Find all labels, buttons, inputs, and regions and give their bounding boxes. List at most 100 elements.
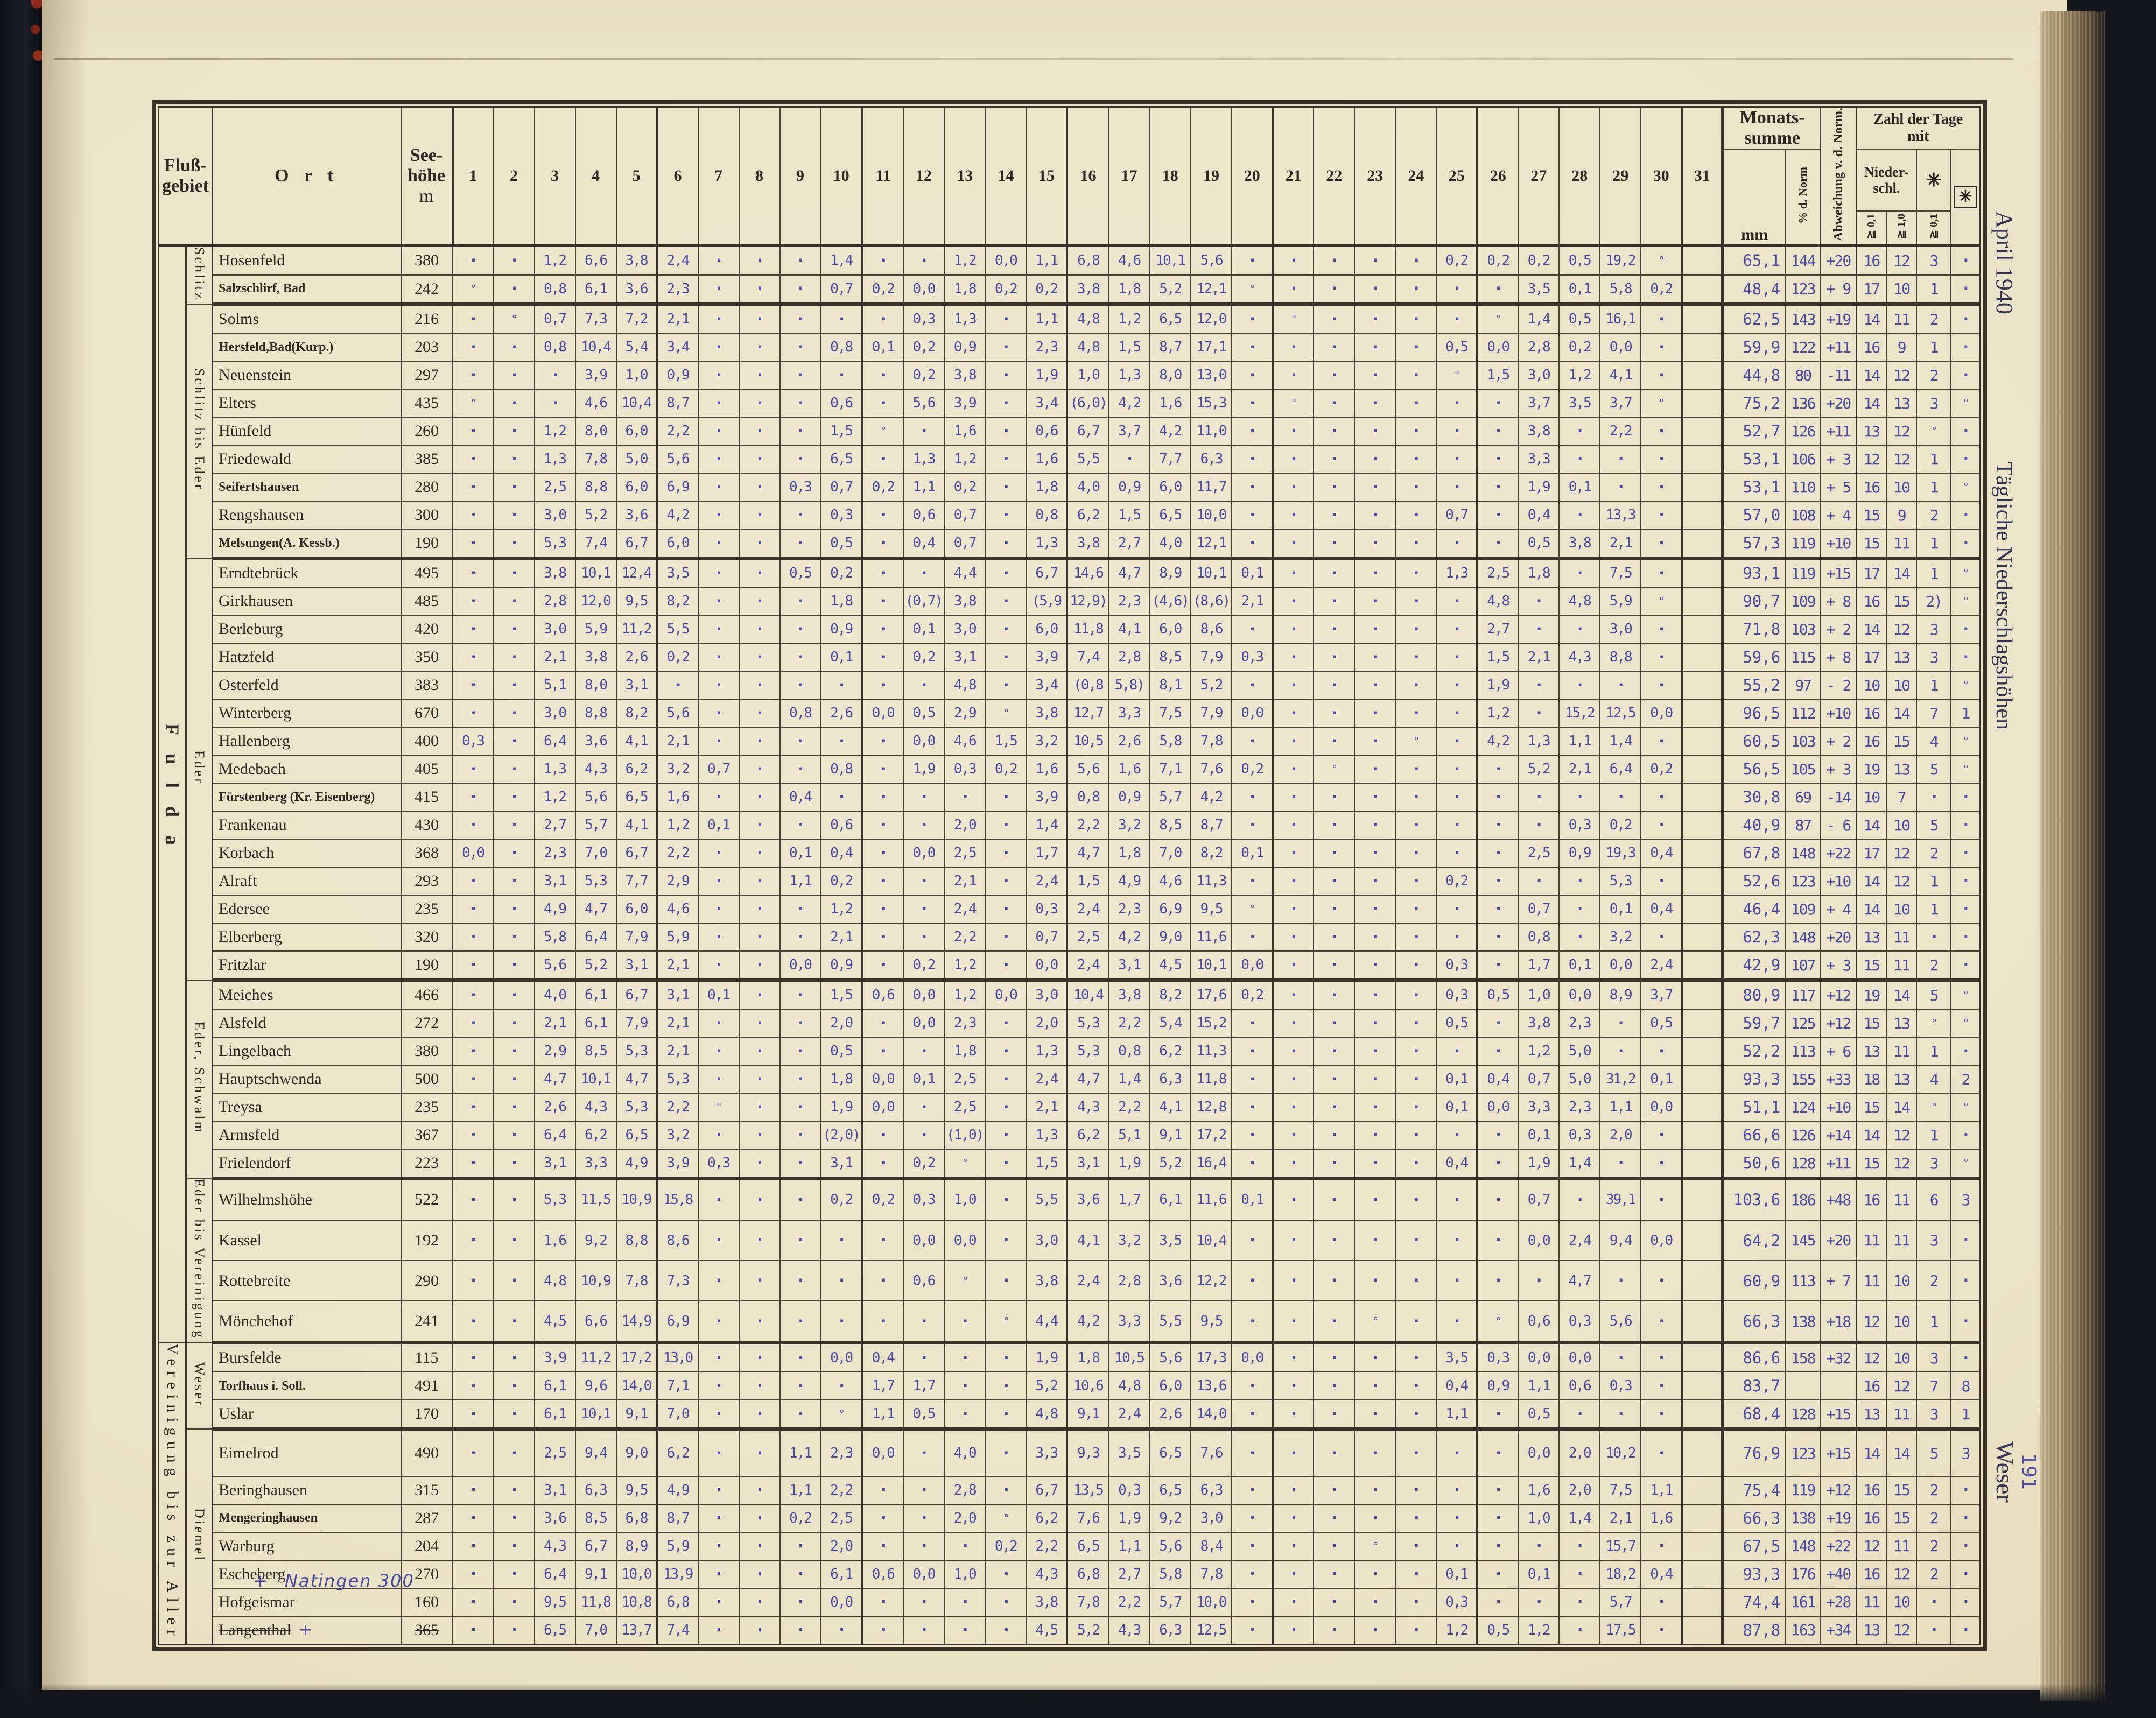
day-24-value: ·	[1395, 643, 1437, 672]
day-4-value: 7,8	[574, 445, 617, 474]
day-11-value: ·	[861, 361, 904, 390]
days-precip-ge10: 10	[1886, 1300, 1918, 1345]
days-precip-ge01: 19	[1856, 755, 1887, 784]
day-20-value: ·	[1231, 1559, 1274, 1589]
day-3-value: 4,0	[533, 980, 576, 1010]
day-26-value: ·	[1477, 950, 1519, 982]
day-1-value: °	[452, 389, 494, 418]
day-2-value: ·	[493, 1065, 535, 1094]
day-12-value: ·	[902, 783, 945, 812]
day-30-value: ·	[1640, 727, 1683, 756]
day-9-value: 1,1	[779, 867, 821, 896]
day-15-value: 2,2	[1026, 1531, 1069, 1561]
day-6-value: 8,7	[656, 1503, 699, 1533]
day-1-value: ·	[452, 615, 494, 644]
day-24-value: ·	[1395, 1065, 1437, 1094]
subgroup-Schlitz: Schlitz	[185, 245, 213, 305]
day-25-value: 0,1	[1436, 1093, 1479, 1122]
day-1-value: ·	[452, 1037, 494, 1066]
day-11-value: ·	[861, 1220, 904, 1262]
day-10-value: ·	[820, 1220, 863, 1262]
day-27-value: 0,1	[1518, 1121, 1560, 1150]
day-15-value: 2,4	[1026, 1065, 1069, 1094]
day-1-value: ·	[452, 811, 494, 840]
day-13-value: 1,0	[944, 1178, 986, 1221]
day-13-value: 2,2	[944, 923, 986, 952]
day-14-value: ·	[985, 1260, 1027, 1302]
day-19-value: 7,8	[1190, 727, 1233, 756]
station-row: Hallenberg 400 0,3 · 6,4 3,6 4,1 2,1 · · · · · 0,0 4,6…	[159, 727, 1981, 756]
precipitation-table: Fluß-gebiet O r t See-höhe m 1 2 3 4 5 6 7 8 9 10 11 12…	[158, 106, 1981, 1645]
day-16-value: 7,8	[1066, 1587, 1109, 1617]
day-5-value: 5,4	[615, 333, 658, 362]
day-16-value: 2,4	[1066, 895, 1109, 924]
day-16-value: 6,2	[1066, 1121, 1109, 1150]
day-10-value: ·	[820, 671, 863, 700]
day-6-value: 2,2	[656, 1093, 699, 1122]
days-snow-cover: ·	[1950, 1531, 1981, 1561]
days-snow-ge01: °	[1916, 1009, 1952, 1038]
day-19-value: 17,1	[1190, 333, 1233, 362]
day-27-value: 3,5	[1518, 274, 1560, 306]
day-9-value: ·	[779, 1220, 821, 1262]
day-21-value: ·	[1272, 1121, 1315, 1150]
col-header-pct-norm: % d. Norm	[1785, 148, 1822, 248]
day-22-value: ·	[1313, 1037, 1356, 1066]
station-elevation: 235	[400, 1093, 453, 1122]
days-precip-ge10: 10	[1886, 811, 1918, 840]
day-26-value: ·	[1477, 783, 1519, 812]
day-15-value: 5,2	[1026, 1371, 1069, 1401]
day-1-value: ·	[452, 867, 494, 896]
day-20-value: ·	[1231, 1149, 1274, 1180]
days-precip-ge01: 16	[1856, 473, 1887, 502]
day-29-value: 0,1	[1599, 895, 1642, 924]
col-header-ge01: ≧ 0,1	[1856, 210, 1887, 248]
day-15-value: 1,4	[1026, 811, 1069, 840]
monthly-sum-mm: 83,7	[1721, 1371, 1786, 1401]
day-13-value: ·	[944, 1531, 986, 1561]
day-15-value: 3,4	[1026, 671, 1069, 700]
col-header-mm: mm	[1721, 148, 1786, 248]
day-2-value: ·	[493, 867, 535, 896]
day-19-value: 6,3	[1190, 445, 1233, 474]
day-15-value: 1,3	[1026, 1037, 1069, 1066]
day-30-value: ·	[1640, 558, 1683, 588]
day-27-value: 1,0	[1518, 1503, 1560, 1533]
days-precip-ge01: 15	[1856, 1009, 1887, 1038]
day-22-value: ·	[1313, 1531, 1356, 1561]
day-27-value: 0,5	[1518, 1399, 1560, 1431]
day-4-value: 7,3	[574, 304, 617, 334]
deviation-from-norm: +15	[1820, 1399, 1857, 1431]
monthly-sum-mm: 65,1	[1721, 245, 1786, 276]
day-14-value: ·	[985, 839, 1027, 868]
day-14-value: ·	[985, 895, 1027, 924]
day-20-value: ·	[1231, 1399, 1274, 1431]
day-17-value: 4,1	[1108, 615, 1150, 644]
day-24-value: ·	[1395, 1531, 1437, 1561]
station-name: Berleburg	[212, 615, 402, 644]
day-6-value: 13,9	[656, 1559, 699, 1589]
station-row: Osterfeld 383 · · 5,1 8,0 3,1 · · · · · · · 4,8 · 3,4 (0,…	[159, 671, 1981, 700]
day-7-value: ·	[697, 1220, 740, 1262]
days-precip-ge01: 16	[1856, 727, 1887, 756]
station-row: Lingelbach 380 · · 2,9 8,5 5,3 2,1 · · · 0,5 · · 1,8 · 1…	[159, 1037, 1981, 1066]
monthly-sum-mm: 93,1	[1721, 558, 1786, 588]
day-24-value: ·	[1395, 1342, 1437, 1373]
col-header-day-12: 12	[902, 106, 945, 248]
day-17-value: 4,3	[1108, 1615, 1150, 1645]
days-snow-ge01: 5	[1916, 1428, 1952, 1477]
days-precip-ge01: 11	[1856, 1260, 1887, 1302]
day-10-value: 0,8	[820, 333, 863, 362]
day-20-value: ·	[1231, 1009, 1274, 1038]
day-15-value: 3,4	[1026, 389, 1069, 418]
day-4-value: 3,3	[574, 1149, 617, 1180]
col-header-day-23: 23	[1354, 106, 1396, 248]
day-28-value: ·	[1558, 895, 1601, 924]
day-26-value: ·	[1477, 529, 1519, 560]
day-15-value: 2,3	[1026, 333, 1069, 362]
station-row: Seifertshausen 280 · · 2,5 8,8 6,0 6,9 · · 0,3 0,7 0…	[159, 473, 1981, 502]
day-28-value: 2,0	[1558, 1475, 1601, 1505]
day-1-value: ·	[452, 445, 494, 474]
day-17-value: 1,9	[1108, 1503, 1150, 1533]
day-23-value: ·	[1354, 699, 1396, 728]
